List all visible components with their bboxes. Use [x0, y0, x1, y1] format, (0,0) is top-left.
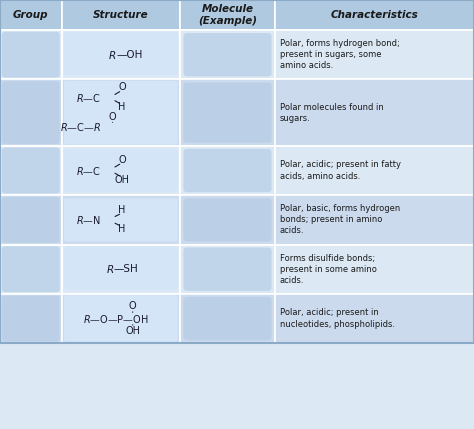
Text: Group: Group — [13, 10, 48, 20]
Text: $\mathit{R}$: $\mathit{R}$ — [106, 263, 114, 275]
FancyBboxPatch shape — [275, 294, 474, 343]
FancyBboxPatch shape — [182, 149, 273, 192]
FancyBboxPatch shape — [0, 30, 62, 79]
Text: —OH: —OH — [116, 50, 143, 60]
FancyBboxPatch shape — [62, 294, 180, 343]
FancyBboxPatch shape — [275, 79, 474, 146]
FancyBboxPatch shape — [180, 0, 275, 30]
FancyBboxPatch shape — [62, 79, 180, 146]
FancyBboxPatch shape — [64, 198, 178, 242]
FancyBboxPatch shape — [182, 82, 273, 143]
FancyBboxPatch shape — [183, 33, 272, 76]
Text: Forms disulfide bonds;
present in some amino
acids.: Forms disulfide bonds; present in some a… — [280, 254, 376, 285]
FancyBboxPatch shape — [183, 297, 272, 340]
Text: Polar, acidic; present in
nucleotides, phospholipids.: Polar, acidic; present in nucleotides, p… — [280, 308, 395, 329]
Text: OH: OH — [115, 175, 129, 185]
Text: $\mathit{R}$—C: $\mathit{R}$—C — [76, 92, 100, 104]
Text: Polar, acidic; present in fatty
acids, amino acids.: Polar, acidic; present in fatty acids, a… — [280, 160, 401, 181]
Text: O: O — [109, 112, 117, 121]
FancyBboxPatch shape — [180, 146, 275, 195]
FancyBboxPatch shape — [180, 30, 275, 79]
Text: $\mathit{R}$—C: $\mathit{R}$—C — [76, 165, 100, 176]
FancyBboxPatch shape — [0, 294, 62, 343]
FancyBboxPatch shape — [2, 81, 60, 144]
FancyBboxPatch shape — [64, 149, 178, 192]
FancyBboxPatch shape — [62, 146, 180, 195]
FancyBboxPatch shape — [182, 297, 273, 340]
Text: $\mathit{R}$—O—P—OH: $\mathit{R}$—O—P—OH — [83, 313, 149, 324]
FancyBboxPatch shape — [62, 0, 180, 30]
FancyBboxPatch shape — [0, 245, 62, 294]
FancyBboxPatch shape — [180, 294, 275, 343]
FancyBboxPatch shape — [180, 245, 275, 294]
FancyBboxPatch shape — [275, 0, 474, 30]
FancyBboxPatch shape — [180, 195, 275, 245]
FancyBboxPatch shape — [183, 149, 272, 192]
FancyBboxPatch shape — [0, 146, 62, 195]
Text: O: O — [118, 155, 126, 165]
FancyBboxPatch shape — [64, 81, 178, 145]
FancyBboxPatch shape — [182, 198, 273, 242]
FancyBboxPatch shape — [275, 146, 474, 195]
Text: OH: OH — [125, 326, 140, 336]
FancyBboxPatch shape — [62, 195, 180, 245]
FancyBboxPatch shape — [64, 295, 178, 342]
Text: H: H — [118, 205, 126, 215]
Text: Polar, forms hydrogen bond;
present in sugars, some
amino acids.: Polar, forms hydrogen bond; present in s… — [280, 39, 400, 70]
Text: —SH: —SH — [114, 264, 138, 274]
FancyBboxPatch shape — [2, 197, 60, 243]
FancyBboxPatch shape — [2, 148, 60, 193]
FancyBboxPatch shape — [275, 195, 474, 245]
FancyBboxPatch shape — [2, 296, 60, 341]
FancyBboxPatch shape — [64, 32, 178, 75]
FancyBboxPatch shape — [2, 246, 60, 292]
FancyBboxPatch shape — [62, 30, 180, 79]
FancyBboxPatch shape — [2, 32, 60, 78]
Text: $\mathit{R}$: $\mathit{R}$ — [108, 49, 116, 60]
FancyBboxPatch shape — [182, 33, 273, 76]
FancyBboxPatch shape — [0, 0, 62, 30]
FancyBboxPatch shape — [180, 79, 275, 146]
FancyBboxPatch shape — [275, 30, 474, 79]
Text: Polar, basic, forms hydrogen
bonds; present in amino
acids.: Polar, basic, forms hydrogen bonds; pres… — [280, 204, 400, 236]
FancyBboxPatch shape — [183, 198, 272, 242]
Text: $\mathit{R}$—C—$\mathit{R}$: $\mathit{R}$—C—$\mathit{R}$ — [60, 121, 100, 133]
FancyBboxPatch shape — [182, 248, 273, 291]
Text: Structure: Structure — [93, 10, 149, 20]
Text: O: O — [118, 82, 126, 92]
FancyBboxPatch shape — [0, 79, 62, 146]
Text: H: H — [118, 103, 126, 112]
Text: Polar molecules found in
sugars.: Polar molecules found in sugars. — [280, 103, 383, 123]
Text: Molecule
(Example): Molecule (Example) — [198, 4, 257, 26]
FancyBboxPatch shape — [64, 247, 178, 290]
Text: H: H — [118, 224, 126, 234]
FancyBboxPatch shape — [183, 248, 272, 291]
FancyBboxPatch shape — [62, 245, 180, 294]
FancyBboxPatch shape — [183, 82, 272, 143]
FancyBboxPatch shape — [275, 245, 474, 294]
Text: Characteristics: Characteristics — [330, 10, 419, 20]
Text: $\mathit{R}$—N: $\mathit{R}$—N — [76, 214, 100, 226]
Text: O: O — [129, 301, 137, 311]
FancyBboxPatch shape — [0, 195, 62, 245]
